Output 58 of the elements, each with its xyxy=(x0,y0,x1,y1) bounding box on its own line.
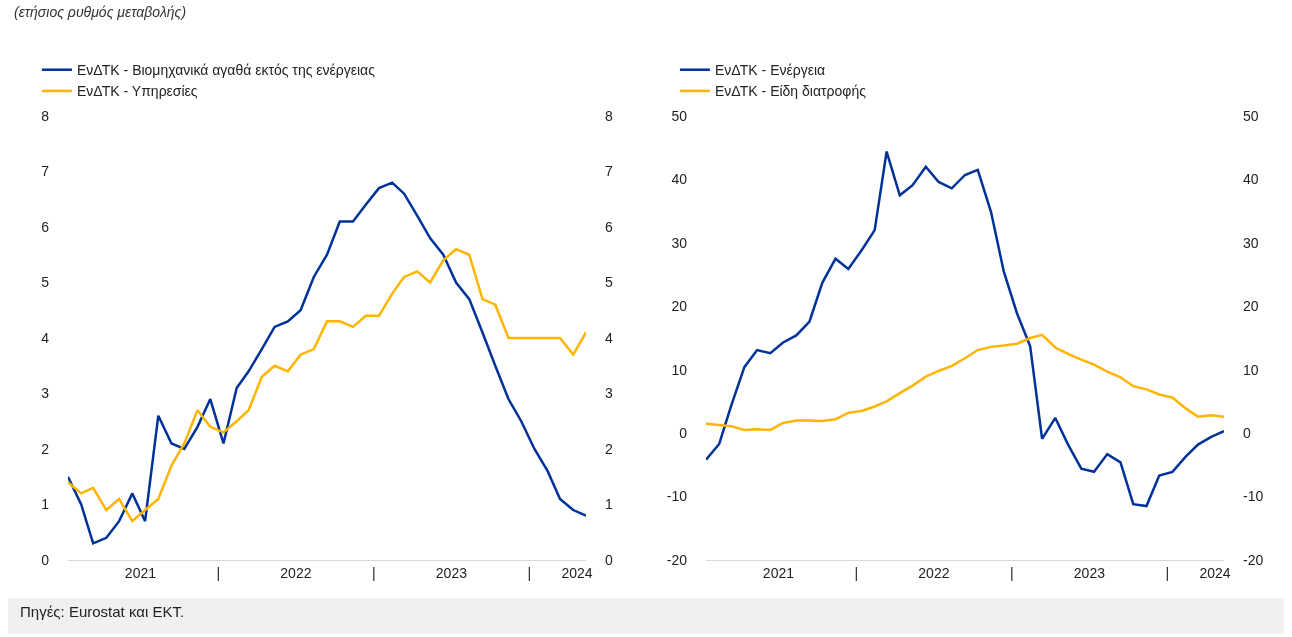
legend-label: ΕνΔΤΚ - Είδη διατροφής xyxy=(714,83,867,100)
chart-title: (ετήσιος ρυθμός μεταβολής) xyxy=(14,4,187,20)
x-tick-label: 2022 xyxy=(918,564,950,581)
y-tick-label: 3 xyxy=(41,385,50,402)
y-tick-label: 4 xyxy=(41,329,50,346)
x-tick-label: 2024 xyxy=(1199,564,1231,581)
y2-tick-label: -10 xyxy=(1243,488,1264,505)
y2-tick-label: 2 xyxy=(605,440,613,457)
x-tick-label: | xyxy=(854,564,859,581)
y-tick-label: 0 xyxy=(41,551,50,568)
x-tick-label: 2023 xyxy=(1073,564,1106,581)
y-tick-label: 20 xyxy=(671,298,688,315)
line-series xyxy=(706,150,1224,508)
line-series xyxy=(68,247,586,523)
y-tick-label: 5 xyxy=(41,274,50,291)
x-tick-label: 2023 xyxy=(435,564,468,581)
x-tick-label: | xyxy=(216,564,221,581)
y2-tick-label: 0 xyxy=(605,551,613,568)
y2-tick-label: -20 xyxy=(1243,551,1264,568)
line-series xyxy=(706,333,1224,432)
y-tick-label: 30 xyxy=(671,234,688,251)
y2-tick-label: 4 xyxy=(605,329,613,346)
text: Πηγές: Eurostat και ΕΚΤ. xyxy=(8,598,1284,634)
x-tick-label: 2021 xyxy=(762,564,795,581)
y2-tick-label: 5 xyxy=(605,274,613,291)
y2-tick-label: 6 xyxy=(605,218,613,235)
legend-label: ΕνΔΤΚ - Βιομηχανικά αγαθά εκτός της ενέργειας xyxy=(76,62,376,79)
x-tick-label: 2024 xyxy=(561,564,593,581)
x-tick-label: 2021 xyxy=(124,564,157,581)
y-tick-label: 10 xyxy=(671,361,688,378)
legend-label: ΕνΔΤΚ - Ενέργεια xyxy=(714,62,826,79)
y-tick-label: 40 xyxy=(671,171,688,188)
y-tick-label: 2 xyxy=(41,440,50,457)
legend-label: ΕνΔΤΚ - Υπηρεσίες xyxy=(76,83,198,100)
y-tick-label: 1 xyxy=(41,496,50,513)
x-tick-label: 2022 xyxy=(280,564,312,581)
y2-tick-label: 50 xyxy=(1243,107,1259,124)
y-tick-label: 50 xyxy=(671,107,688,124)
y2-tick-label: 7 xyxy=(605,163,613,180)
line-series xyxy=(68,181,586,545)
x-tick-label: | xyxy=(527,564,532,581)
y-tick-label: 6 xyxy=(41,218,50,235)
y-tick-label: -20 xyxy=(666,551,688,568)
y2-tick-label: 20 xyxy=(1243,298,1259,315)
x-tick-label: | xyxy=(1165,564,1170,581)
y2-tick-label: 30 xyxy=(1243,234,1259,251)
x-tick-label: | xyxy=(1010,564,1014,581)
y-tick-label: 8 xyxy=(41,107,50,124)
x-tick-label: | xyxy=(372,564,376,581)
y2-tick-label: 40 xyxy=(1243,171,1259,188)
y2-tick-label: 8 xyxy=(605,107,613,124)
y2-tick-label: 10 xyxy=(1243,361,1259,378)
y-tick-label: 0 xyxy=(679,425,688,442)
y2-tick-label: 0 xyxy=(1243,425,1251,442)
y2-tick-label: 1 xyxy=(605,496,613,513)
y2-tick-label: 3 xyxy=(605,385,613,402)
y-tick-label: -10 xyxy=(666,488,688,505)
y-tick-label: 7 xyxy=(41,163,50,180)
